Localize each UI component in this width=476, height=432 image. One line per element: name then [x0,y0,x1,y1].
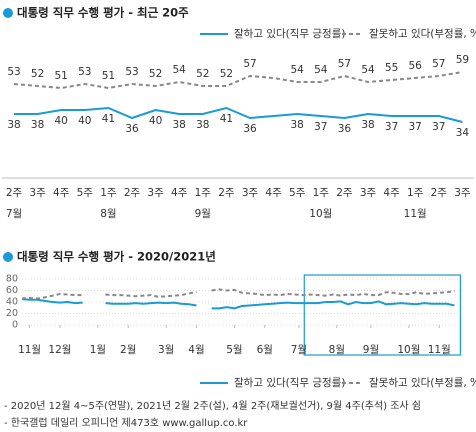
data-label: 36 [338,123,352,135]
data-label: 38 [291,119,304,131]
x-tick-label: 4주 [53,187,70,199]
x-tick-label: 5월 [226,344,242,356]
series-line [14,106,463,123]
data-label: 55 [385,62,398,74]
x-tick-label: 2주 [336,187,353,199]
data-label: 38 [361,119,374,131]
bullet [3,252,13,262]
series-line [13,71,463,90]
data-label: 54 [291,64,305,76]
data-label: 34 [456,127,470,139]
data-label: 41 [102,113,115,125]
x-tick-label: 3주 [360,187,377,199]
data-label: 54 [173,64,187,76]
data-label: 38 [31,119,44,131]
month-label: 11월 [404,208,427,220]
month-label: 9월 [195,208,211,220]
x-tick-label: 2주 [6,187,23,199]
x-tick-label: 1월 [90,344,106,356]
data-label: 38 [196,119,209,131]
y-tick-label: 20 [6,308,18,319]
x-tick-label: 4주 [265,187,282,199]
month-label: 10월 [309,208,332,220]
chart-title: 대통령 직무 수행 평가 - 최근 20주 [17,6,189,20]
x-tick-label: 11월 [18,344,41,356]
data-label: 36 [125,123,139,135]
x-tick-label: 4주 [383,187,400,199]
data-label: 37 [385,121,398,133]
chart-title: 대통령 직무 수행 평가 - 2020/2021년 [17,250,216,264]
x-tick-label: 1주 [195,187,212,199]
highlight-box [303,274,462,356]
x-tick-label: 5주 [77,187,94,199]
x-tick-label: 6월 [257,344,273,356]
data-label: 52 [196,68,209,80]
month-label: 7월 [6,208,22,220]
data-label: 37 [409,121,422,133]
data-label: 52 [149,68,162,80]
data-label: 59 [456,54,469,66]
series-line [21,288,455,300]
x-tick-label: 1주 [100,187,117,199]
data-label: 53 [78,66,91,78]
footnote: - 한국갤럽 데일리 오피니언 제473호 www.gallup.co.kr [4,417,248,429]
data-label: 57 [338,58,351,70]
x-tick-label: 2월 [120,344,136,356]
y-tick-label: 0 [12,320,18,331]
x-tick-label: 2주 [218,187,235,199]
legend-label: 잘못하고 있다(부정률, %) [369,27,476,40]
data-label: 52 [31,68,44,80]
data-label: 51 [55,70,68,82]
data-label: 57 [432,58,445,70]
data-label: 36 [243,123,257,135]
x-tick-label: 2주 [124,187,141,199]
data-label: 40 [149,115,162,127]
data-label: 41 [220,113,233,125]
x-tick-label: 1주 [313,187,330,199]
series-line [21,298,455,310]
bullet [3,8,13,18]
x-tick-label: 7월 [291,344,307,356]
x-tick-label: 1주 [407,187,424,199]
x-tick-label: 8월 [329,344,345,356]
data-label: 38 [173,119,186,131]
x-tick-label: 3주 [454,187,471,199]
data-label: 37 [432,121,445,133]
data-label: 40 [78,115,91,127]
data-label: 38 [7,119,20,131]
x-tick-label: 4월 [188,344,204,356]
footnote: - 2020년 12월 4~5주(연말), 2021년 2월 2주(설), 4월… [4,399,421,412]
data-label: 52 [220,68,233,80]
data-label: 56 [409,60,423,72]
data-label: 40 [55,115,68,127]
data-label: 54 [314,64,328,76]
x-tick-label: 3주 [242,187,259,199]
data-label: 53 [7,66,20,78]
data-label: 57 [243,58,256,70]
x-tick-label: 4주 [171,187,188,199]
data-label: 54 [361,64,375,76]
x-tick-label: 3주 [29,187,46,199]
legend-label: 잘못하고 있다(부정률, %) [369,376,476,389]
x-tick-label: 9월 [363,344,379,356]
y-tick-label: 80 [6,274,18,285]
x-tick-label: 10월 [397,344,420,356]
data-label: 37 [314,121,327,133]
x-tick-label: 5주 [289,187,306,199]
x-tick-label: 12월 [48,344,71,356]
x-tick-label: 3월 [158,344,174,356]
legend-label: 잘하고 있다(직무 긍정률) [234,27,345,40]
y-tick-label: 60 [6,285,18,296]
x-tick-label: 11월 [428,344,451,356]
x-tick-label: 3주 [147,187,164,199]
legend-label: 잘하고 있다(직무 긍정률) [234,376,345,389]
data-label: 53 [125,66,138,78]
x-tick-label: 2주 [431,187,448,199]
data-label: 51 [102,70,115,82]
month-label: 8월 [100,208,116,220]
y-tick-label: 40 [6,297,18,308]
